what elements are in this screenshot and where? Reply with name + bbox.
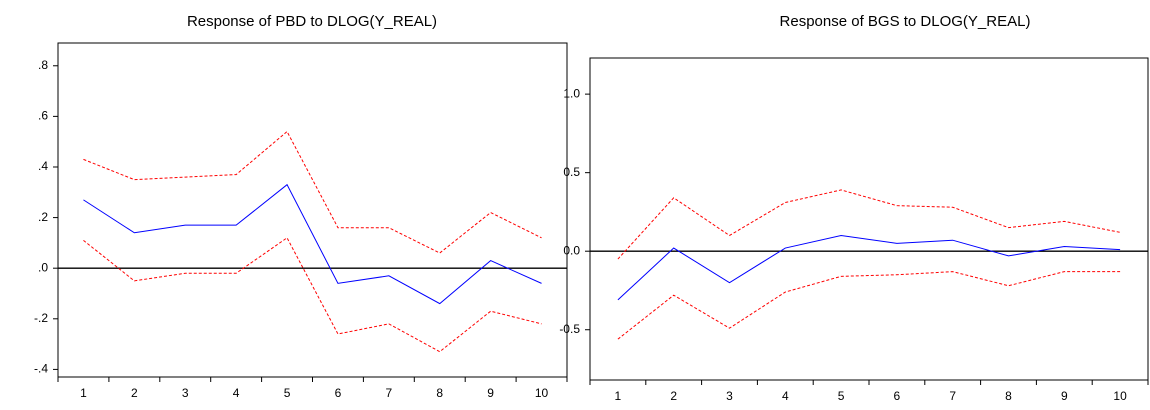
y-tick-label: .2 xyxy=(38,210,48,224)
y-tick-label: .4 xyxy=(38,159,48,173)
series-line xyxy=(83,183,542,305)
series-line xyxy=(83,237,542,353)
x-tick-label: 6 xyxy=(894,389,901,403)
x-tick-label: 4 xyxy=(233,386,240,400)
x-tick-label: 2 xyxy=(670,389,677,403)
x-tick-label: 5 xyxy=(838,389,845,403)
x-tick-label: 1 xyxy=(80,386,87,400)
y-tick-label: -.2 xyxy=(34,311,48,325)
x-tick-label: 1 xyxy=(615,389,622,403)
series-line xyxy=(83,130,542,254)
plot-frame xyxy=(589,57,1149,381)
y-tick-label: .6 xyxy=(38,109,48,123)
y-tick-label: 0.0 xyxy=(563,243,580,257)
y-tick-label: -0.5 xyxy=(559,322,580,336)
x-tick-label: 7 xyxy=(949,389,956,403)
x-tick-label: 5 xyxy=(284,386,291,400)
x-tick-label: 10 xyxy=(1113,389,1127,403)
series-line xyxy=(617,234,1121,301)
x-tick-label: 9 xyxy=(487,386,494,400)
y-tick-label: .0 xyxy=(38,260,48,274)
x-tick-label: 3 xyxy=(182,386,189,400)
x-tick-label: 2 xyxy=(131,386,138,400)
x-tick-label: 4 xyxy=(782,389,789,403)
y-tick-label: 1.0 xyxy=(563,86,580,100)
x-tick-label: 8 xyxy=(1005,389,1012,403)
x-tick-label: 6 xyxy=(335,386,342,400)
plot-frame xyxy=(57,42,568,378)
series-line xyxy=(617,189,1121,260)
chart-title: Response of BGS to DLOG(Y_REAL) xyxy=(780,13,1031,30)
series-line xyxy=(617,271,1121,340)
chart-title: Response of PBD to DLOG(Y_REAL) xyxy=(187,13,437,30)
x-tick-label: 7 xyxy=(386,386,393,400)
y-tick-label: -.4 xyxy=(34,362,48,376)
y-tick-label: 0.5 xyxy=(563,165,580,179)
x-tick-label: 8 xyxy=(436,386,443,400)
y-tick-label: .8 xyxy=(38,58,48,72)
x-tick-label: 10 xyxy=(535,386,549,400)
x-tick-label: 3 xyxy=(726,389,733,403)
x-tick-label: 9 xyxy=(1061,389,1068,403)
